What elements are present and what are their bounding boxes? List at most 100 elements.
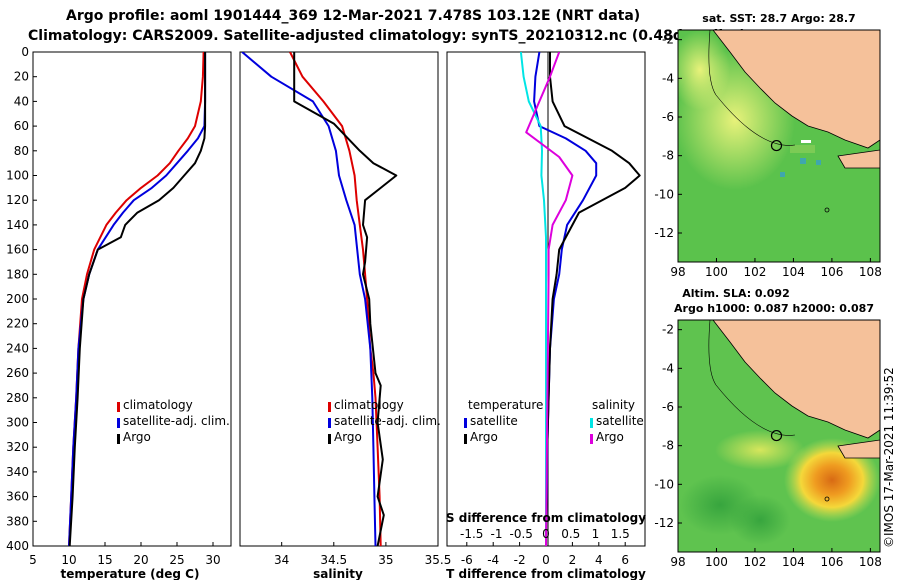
series-line-s-argo [525, 52, 574, 546]
depth-tick-label: 360 [6, 490, 29, 504]
series-line-t-argo [545, 52, 641, 546]
imos-credit: ©IMOS 17-Mar-2021 11:39:52 [882, 367, 896, 548]
x-tick-label: 34 [274, 553, 289, 567]
sla-eddy [784, 438, 880, 522]
sst-land-java [837, 149, 880, 169]
depth-tick-label: 300 [6, 416, 29, 430]
map-x-tick-label: 98 [670, 265, 685, 279]
depth-tick-label: 340 [6, 465, 29, 479]
map-y-tick-label: -2 [662, 33, 674, 47]
legend-swatch-t-satellite [464, 418, 467, 428]
map-x-tick-label: 104 [782, 265, 805, 279]
s-tick-label: -1 [491, 527, 503, 541]
sst-warm-patch-north [678, 30, 730, 110]
header-line2: Climatology: CARS2009. Satellite-adjuste… [28, 28, 746, 44]
legend-salinity-heading: salinity [592, 398, 635, 412]
series-line-s-satellite [519, 52, 547, 546]
sst-map-axes: 98 100 102 104 106 108 -2 -4 -6 -8 -10 -12 [654, 33, 881, 279]
legend-swatch-satellite [117, 418, 120, 428]
sst-map-frame [677, 29, 881, 263]
depth-tick-label: 260 [6, 366, 29, 380]
series-line-argo [293, 52, 398, 546]
x-tick-label: 20 [133, 553, 148, 567]
sla-map-title: Altim. SLA: 0.092 [682, 287, 789, 300]
depth-tick-label: 40 [14, 94, 29, 108]
depth-tick-label: 60 [14, 119, 29, 133]
legend-swatch-t-argo [464, 434, 467, 444]
map-x-tick-label: 104 [782, 555, 805, 569]
x-tick-label: -2 [514, 553, 526, 567]
difference-x-axis: -6 -4 -2 0 2 4 6 [461, 542, 629, 567]
legend-satellite-adj: satellite-adj. clim. [123, 414, 230, 428]
map-y-tick-label: -2 [662, 323, 674, 337]
depth-tick-label: 380 [6, 514, 29, 528]
map-y-tick-label: -8 [662, 439, 674, 453]
argo-float-marker [770, 139, 783, 152]
legend-swatch-climatology [117, 402, 120, 412]
map-y-tick-label: -6 [662, 110, 674, 124]
depth-tick-label: 180 [6, 267, 29, 281]
depth-tick-label: 120 [6, 193, 29, 207]
sla-map-axes: 98 100 102 104 106 108 -2 -4 -6 -8 -10 -12 [654, 323, 881, 569]
depth-tick-label: 20 [14, 70, 29, 84]
map-x-tick-label: 108 [859, 555, 882, 569]
depth-tick-label: 280 [6, 391, 29, 405]
x-tick-label: 25 [169, 553, 184, 567]
legend-swatch-satellite [328, 418, 331, 428]
legend-swatch-argo [117, 434, 120, 444]
difference-legend: temperature salinity satellite Argo sate… [464, 398, 644, 444]
sst-cloud-pixel [780, 172, 785, 177]
salinity-legend: climatology satellite-adj. clim. Argo [328, 398, 441, 444]
depth-tick-label: 400 [6, 539, 29, 553]
x-tick-label: 30 [205, 553, 220, 567]
legend-t-argo: Argo [470, 430, 498, 444]
x-tick-label: 5 [29, 553, 37, 567]
sla-map-frame [677, 319, 881, 553]
s-tick-label: 0 [542, 527, 550, 541]
map-x-tick-label: 102 [743, 555, 766, 569]
sst-land-sumatra [712, 30, 880, 149]
s-tick-label: -1.5 [460, 527, 483, 541]
salinity-panel-frame [239, 51, 439, 547]
map-y-tick-label: -10 [654, 477, 674, 491]
salinity-axis-label: salinity [313, 567, 363, 580]
x-tick-label: 4 [595, 553, 603, 567]
map-x-tick-label: 100 [705, 555, 728, 569]
x-tick-label: 34.5 [320, 553, 347, 567]
sst-map-title: sat. SST: 28.7 Argo: 28.7 [702, 12, 855, 25]
depth-tick-label: 240 [6, 341, 29, 355]
temperature-legend: climatology satellite-adj. clim. Argo [117, 398, 230, 444]
legend-climatology: climatology [123, 398, 193, 412]
sst-cloud-pixel [800, 158, 806, 164]
x-tick-label: 10 [61, 553, 76, 567]
x-tick-label: -4 [487, 553, 499, 567]
x-tick-label: 15 [97, 553, 112, 567]
sst-cool-patch [790, 145, 815, 153]
legend-satellite-adj: satellite-adj. clim. [334, 414, 441, 428]
map-x-tick-label: 102 [743, 265, 766, 279]
argo-float-marker [770, 429, 783, 442]
series-line-climatology [289, 52, 382, 546]
depth-tick-label: 220 [6, 317, 29, 331]
x-tick-label: 35 [378, 553, 393, 567]
temperature-x-axis: 5 10 15 20 25 30 [29, 542, 221, 567]
x-tick-label: -6 [461, 553, 473, 567]
map-y-tick-label: -10 [654, 187, 674, 201]
map-y-tick-label: -12 [654, 226, 674, 240]
legend-climatology: climatology [334, 398, 404, 412]
s-tick-label: -0.5 [510, 527, 533, 541]
series-line-argo [68, 52, 207, 546]
sla-map [678, 320, 880, 552]
sla-low-patch [730, 495, 790, 545]
header-line1: Argo profile: aoml 1901444_369 12-Mar-20… [66, 8, 640, 24]
legend-argo: Argo [334, 430, 362, 444]
s-tick-label: 1.5 [611, 527, 630, 541]
s-difference-axis-label: S difference from climatology [446, 511, 646, 525]
map-y-tick-label: -4 [662, 71, 674, 85]
depth-tick-label: 140 [6, 218, 29, 232]
legend-swatch-s-satellite [590, 418, 593, 428]
difference-lines [519, 52, 641, 546]
legend-temperature-heading: temperature [468, 398, 543, 412]
sst-cloud-pixel [816, 160, 821, 165]
